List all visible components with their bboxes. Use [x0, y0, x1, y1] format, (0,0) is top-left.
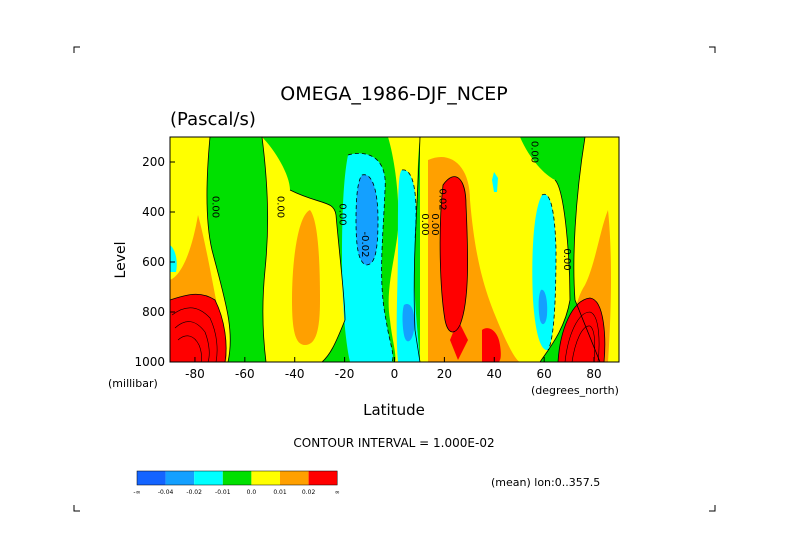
x-tick-label-7: 60 [537, 367, 552, 381]
x-axis: -80 -60 -40 -20 0 20 40 60 80 [185, 357, 602, 381]
color-legend: -∞ -0.04 -0.02 -0.01 0.0 0.01 0.02 ∞ [133, 470, 340, 496]
y-tick-label-2: 600 [142, 255, 165, 269]
contour-lines-negative [347, 152, 557, 362]
x-tick-label-0: -80 [185, 367, 205, 381]
orange-subtropic-south [292, 210, 320, 345]
contour-interval-text: CONTOUR INTERVAL = 1.000E-02 [293, 436, 494, 450]
contour-label-1: 0.00 [274, 196, 285, 218]
legend-label-0: -∞ [133, 489, 140, 496]
legend-label-7: ∞ [335, 489, 340, 496]
y-unit-label: (millibar) [108, 377, 158, 390]
blue-equatorial-north [402, 304, 415, 342]
legend-swatch-1 [165, 471, 195, 485]
corner-marks [73, 46, 716, 512]
x-tick-label-8: 80 [586, 367, 601, 381]
legend-swatch-3 [222, 471, 252, 485]
x-tick-label-2: -40 [285, 367, 305, 381]
legend-swatch-0 [137, 471, 166, 485]
red-south-polar [170, 294, 227, 362]
cyan-nh-midlat [532, 194, 556, 351]
contour-label-5: 0.00 [429, 213, 440, 235]
blue-nh-midlat [538, 289, 548, 325]
chart-title: OMEGA_1986-DJF_NCEP [280, 83, 507, 105]
legend-label-6: 0.02 [302, 489, 316, 496]
y-axis: 200 400 600 800 1000 [134, 155, 175, 369]
contour-lines [170, 137, 606, 362]
legend-swatch-6 [308, 471, 338, 485]
x-tick-label-6: 40 [487, 367, 502, 381]
legend-frame [136, 470, 338, 486]
legend-label-5: 0.01 [273, 489, 287, 496]
legend-label-2: -0.02 [186, 489, 202, 496]
legend-swatch-4 [251, 471, 280, 485]
plot-area: 0.00 0.00 0.00-0.020.000.000.020.000.00 [170, 137, 619, 362]
contour-label-0: 0.00 [209, 196, 220, 218]
chart-subtitle: (Pascal/s) [170, 109, 256, 130]
contour-labels: 0.00 0.00 0.00-0.020.000.000.020.000.00 [209, 141, 572, 271]
contour-label-3: -0.02 [359, 232, 370, 258]
y-axis-label: Level [113, 242, 129, 279]
legend-swatch-2 [194, 471, 223, 485]
contour-label-7: 0.00 [529, 141, 540, 163]
contour-label-2: 0.00 [337, 203, 348, 225]
red-nh-subtropic [440, 176, 468, 332]
x-unit-label: (degrees_north) [531, 384, 619, 397]
legend-label-1: -0.04 [158, 489, 174, 496]
y-tick-label-4: 1000 [134, 355, 165, 369]
mean-lon-text: (mean) lon:0..357.5 [491, 476, 600, 489]
legend-swatch-5 [280, 471, 309, 485]
y-tick-label-3: 800 [142, 305, 165, 319]
x-tick-label-3: -20 [335, 367, 355, 381]
cyan-small-north [492, 172, 498, 192]
red-nh-small-2 [482, 328, 501, 362]
red-inner-contours [171, 307, 600, 362]
x-tick-label-5: 20 [437, 367, 452, 381]
contour-label-8: 0.00 [561, 248, 572, 270]
y-tick-label-0: 200 [142, 155, 165, 169]
x-axis-label: Latitude [363, 401, 425, 419]
cyan-small-south [170, 245, 177, 272]
x-tick-label-4: 0 [391, 367, 399, 381]
blue-equatorial-south [356, 174, 378, 265]
red-nh-small-1 [450, 320, 468, 360]
y-tick-label-1: 400 [142, 205, 165, 219]
contour-label-6: 0.02 [436, 188, 447, 210]
x-tick-label-1: -60 [235, 367, 255, 381]
contour-label-4: 0.00 [419, 213, 430, 235]
legend-label-3: -0.01 [215, 489, 231, 496]
legend-label-4: 0.0 [247, 489, 257, 496]
